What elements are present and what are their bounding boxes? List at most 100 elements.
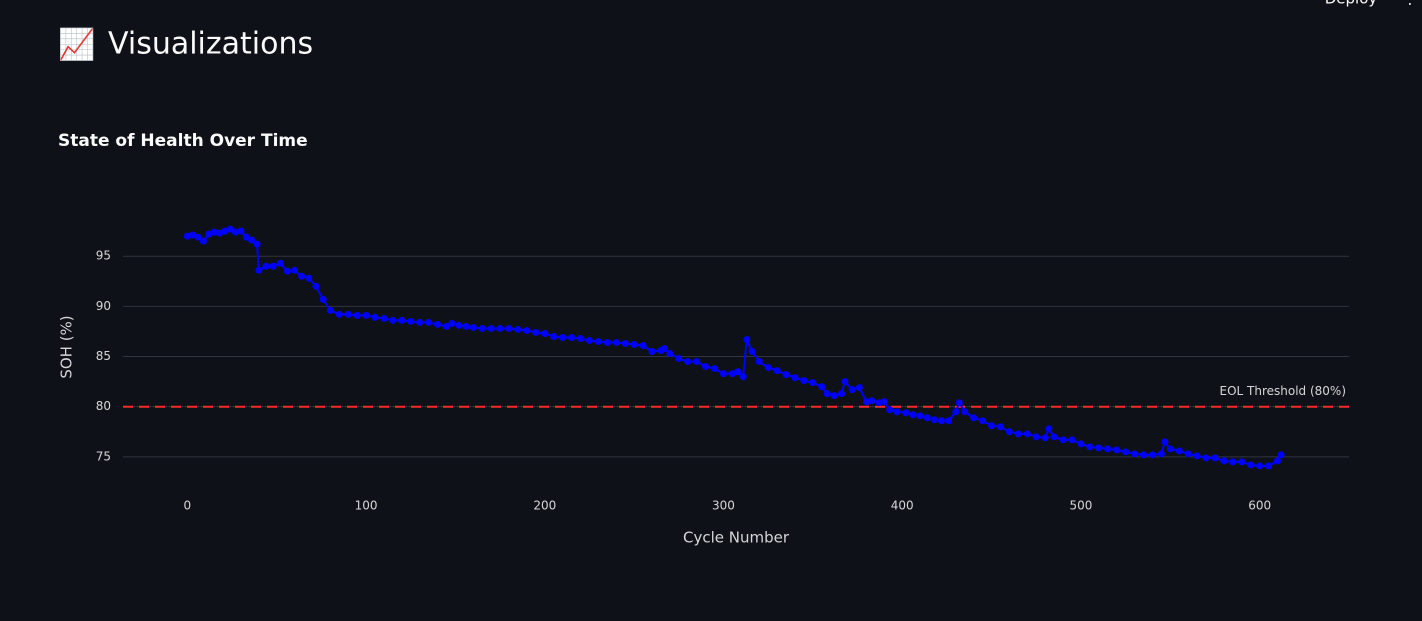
soh-point [1005,428,1013,436]
soh-point [335,310,343,318]
soh-point [205,230,213,238]
soh-point [226,225,234,233]
y-axis-title: SOH (%) [58,315,76,378]
soh-point [773,367,781,375]
soh-point [1131,450,1139,458]
soh-point [661,345,669,353]
main-menu[interactable]: ⋮ [1403,0,1418,8]
soh-point [1229,458,1237,466]
soh-point [442,322,450,330]
soh-line [187,227,1282,467]
soh-point [1095,444,1103,452]
soh-point [541,329,549,337]
soh-point [389,316,397,324]
soh-point [639,342,647,350]
soh-point [1059,436,1067,444]
soh-point [961,408,969,416]
soh-point [568,333,576,341]
soh-point [764,364,772,372]
soh-point [199,237,207,245]
soh-point [791,374,799,382]
y-tick-label: 75 [96,449,111,463]
soh-point [462,322,470,330]
soh-point [1068,436,1076,444]
soh-point [603,338,611,346]
soh-point [559,333,567,341]
soh-point [496,324,504,332]
soh-point [514,325,522,333]
x-tick-label: 200 [533,499,556,513]
soh-point [305,274,313,282]
soh-point [416,318,424,326]
soh-point [1265,462,1273,470]
soh-point [923,414,931,422]
soh-point [1113,446,1121,454]
soh-point [809,379,817,387]
soh-point [216,229,224,237]
soh-point [425,318,433,326]
soh-point [997,423,1005,431]
soh-point [1211,454,1219,462]
soh-point [353,311,361,319]
soh-point [1050,433,1058,441]
soh-point [194,233,202,241]
soh-point [886,406,894,414]
soh-point [855,384,863,392]
soh-point [719,370,727,378]
soh-point [728,370,736,378]
soh-point [684,358,692,366]
soh-point [298,272,306,280]
soh-point [262,262,270,270]
soh-point [988,422,996,430]
soh-point [291,266,299,274]
soh-point [952,408,960,416]
soh-point [585,336,593,344]
x-tick-label: 100 [355,499,378,513]
soh-point [455,321,463,329]
soh-point [1077,440,1085,448]
soh-point [782,371,790,379]
soh-point [675,355,683,363]
soh-point [232,228,240,236]
soh-point [1184,450,1192,458]
soh-point [326,306,334,314]
soh-point [312,282,320,290]
soh-point [909,411,917,419]
soh-point [1086,443,1094,451]
soh-point [693,358,701,366]
soh-point [577,334,585,342]
soh-point [893,408,901,416]
y-tick-label: 80 [96,399,111,413]
soh-point [666,350,674,358]
soh-point [532,328,540,336]
soh-point [1193,452,1201,460]
soh-point [837,390,845,398]
soh-point [1247,461,1255,469]
soh-point [970,414,978,422]
soh-point [612,338,620,346]
threshold-label: EOL Threshold (80%) [1219,384,1346,398]
soh-point [930,416,938,424]
chart-title: State of Health Over Time [58,131,308,151]
soh-point [487,324,495,332]
soh-point [875,399,883,407]
soh-point [1157,450,1165,458]
soh-point [469,323,477,331]
soh-point [1045,425,1053,433]
deploy-button[interactable]: Deploy [1325,0,1378,8]
soh-point [862,398,870,406]
soh-point [830,392,838,400]
soh-point [478,324,486,332]
soh-point [1175,447,1183,455]
soh-point [210,228,218,236]
soh-point [1161,438,1169,446]
soh-point [1238,458,1246,466]
x-tick-label: 300 [712,499,735,513]
soh-point [1014,430,1022,438]
soh-point [371,313,379,321]
soh-point [702,363,710,371]
soh-point [818,383,826,391]
soh-point [253,240,261,248]
